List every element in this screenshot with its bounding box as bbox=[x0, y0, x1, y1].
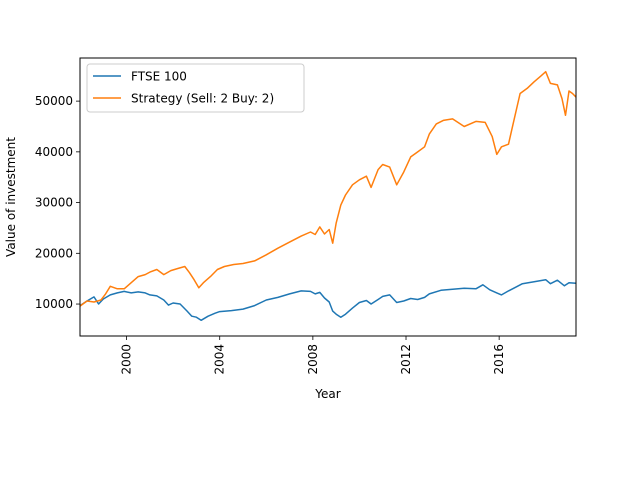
x-tick-label: 2000 bbox=[120, 344, 134, 375]
y-tick-label: 30000 bbox=[35, 196, 73, 210]
legend-box bbox=[86, 63, 305, 113]
y-axis-ticks: 10000 20000 30000 40000 50000 bbox=[35, 94, 80, 311]
axes-frame bbox=[79, 57, 577, 337]
x-tick-label: 2016 bbox=[492, 344, 506, 375]
series-line-ftse-100 bbox=[80, 278, 576, 322]
y-axis-label: Value of investment bbox=[4, 137, 18, 257]
y-tick-label: 10000 bbox=[35, 297, 73, 311]
y-tick-label: 50000 bbox=[35, 94, 73, 108]
x-axis-ticks: 2000 2004 2008 2012 2016 bbox=[120, 336, 506, 375]
x-tick-label: 2004 bbox=[213, 344, 227, 375]
series-line-strategy bbox=[80, 70, 576, 307]
series-layer bbox=[80, 70, 576, 322]
legend-label: Strategy (Sell: 2 Buy: 2) bbox=[131, 92, 274, 106]
x-axis-label: Year bbox=[314, 387, 340, 401]
y-tick-label: 20000 bbox=[35, 246, 73, 260]
legend: FTSE 100 Strategy (Sell: 2 Buy: 2) bbox=[86, 63, 305, 113]
y-tick-label: 40000 bbox=[35, 145, 73, 159]
legend-label: FTSE 100 bbox=[131, 70, 187, 84]
x-tick-label: 2008 bbox=[306, 344, 320, 375]
x-tick-label: 2012 bbox=[399, 344, 413, 375]
